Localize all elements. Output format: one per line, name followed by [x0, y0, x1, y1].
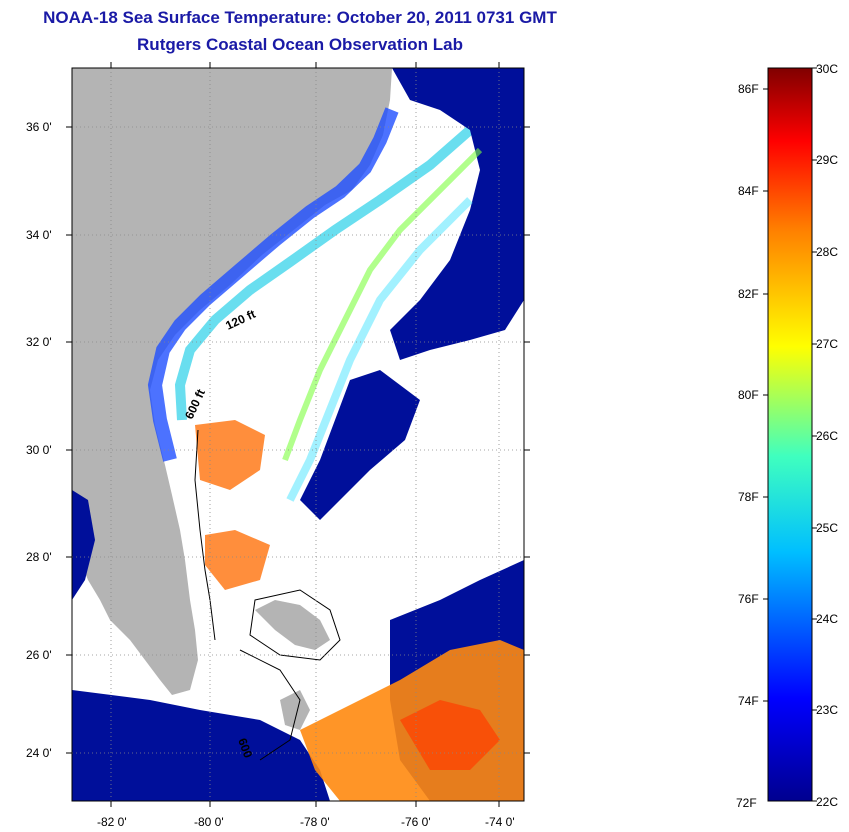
- land-mass-us-coast: [72, 68, 392, 695]
- contour-line: [239, 649, 301, 761]
- colorbar-fahrenheit-label: 80F: [738, 388, 759, 402]
- lat-tick-label: 26 0': [26, 648, 52, 662]
- lat-tick-label: 34 0': [26, 228, 52, 242]
- lat-tick-label: 30 0': [26, 443, 52, 457]
- sst-offshore-east: [300, 370, 420, 520]
- map-frame: [71, 67, 525, 802]
- colorbar-celsius-label: 29C: [816, 153, 838, 167]
- sst-shelf-band: [174, 126, 474, 421]
- sst-offshore-south: [72, 690, 330, 801]
- sst-nearshore-band: [147, 107, 399, 462]
- colorbar-fahrenheit-label: 82F: [738, 287, 759, 301]
- colorbar-celsius-label: 22C: [816, 795, 838, 809]
- colorbar: [767, 67, 813, 802]
- lon-tick-label: -74 0': [485, 815, 515, 829]
- contour-line: [249, 589, 341, 661]
- colorbar-celsius-label: 24C: [816, 612, 838, 626]
- contour-line: [194, 429, 216, 641]
- colorbar-fahrenheit-label: 86F: [738, 82, 759, 96]
- sst-offshore-northeast: [390, 68, 524, 360]
- lat-tick-label: 36 0': [26, 120, 52, 134]
- land-mass-bahamas: [255, 600, 330, 650]
- lon-tick-label: -82 0': [97, 815, 127, 829]
- lon-tick-label: -76 0': [401, 815, 431, 829]
- axis-ticks: [66, 62, 530, 807]
- colorbar-ticks: [763, 67, 817, 802]
- colorbar-celsius-label: 26C: [816, 429, 838, 443]
- colorbar-fahrenheit-label: 84F: [738, 184, 759, 198]
- sst-warm-south-red: [400, 700, 500, 770]
- sst-gulfstream-warm-south: [205, 530, 270, 590]
- map-title: NOAA-18 Sea Surface Temperature: October…: [43, 8, 557, 27]
- colorbar-celsius-label: 30C: [816, 62, 838, 76]
- lon-tick-label: -80 0': [194, 815, 224, 829]
- grid-lines: [72, 68, 524, 801]
- sst-offshore-west: [72, 490, 95, 600]
- map-plot-area: [72, 68, 524, 801]
- colorbar-fahrenheit-label: 72F: [736, 796, 757, 810]
- lon-tick-label: -78 0': [300, 815, 330, 829]
- colorbar-fahrenheit-label: 78F: [738, 490, 759, 504]
- sst-gulfstream-warm: [195, 420, 265, 490]
- colorbar-celsius-label: 23C: [816, 703, 838, 717]
- colorbar-fahrenheit-label: 76F: [738, 592, 759, 606]
- sst-green-stream: [282, 147, 483, 462]
- colorbar-celsius-label: 25C: [816, 521, 838, 535]
- sst-cyan-stream: [286, 197, 473, 502]
- contour-label: 600: [235, 736, 255, 760]
- lat-tick-label: 28 0': [26, 550, 52, 564]
- colorbar-fahrenheit-label: 74F: [738, 694, 759, 708]
- map-subtitle: Rutgers Coastal Ocean Observation Lab: [137, 35, 463, 54]
- land-mass-bahamas-south: [280, 690, 310, 730]
- lat-tick-label: 32 0': [26, 335, 52, 349]
- colorbar-celsius-label: 28C: [816, 245, 838, 259]
- colorbar-celsius-label: 27C: [816, 337, 838, 351]
- lat-tick-label: 24 0': [26, 746, 52, 760]
